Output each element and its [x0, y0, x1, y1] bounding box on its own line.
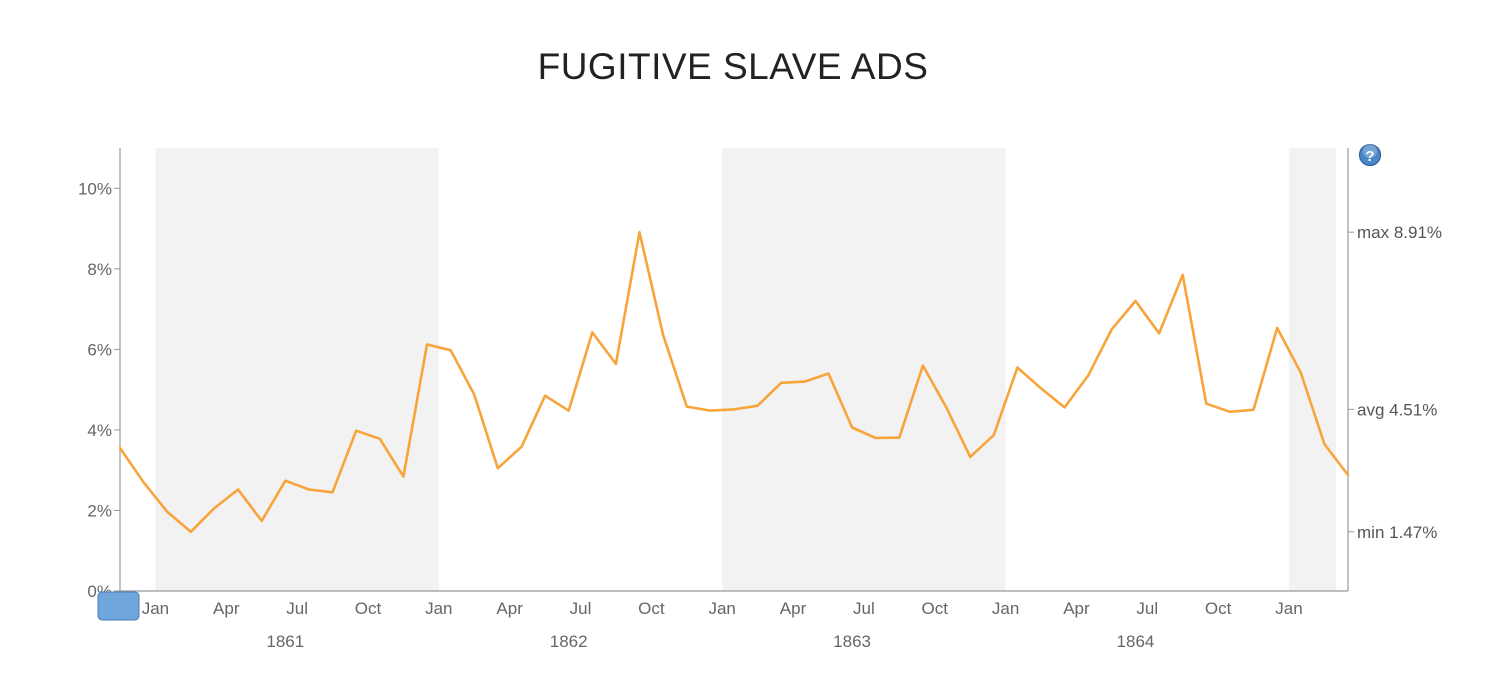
- x-tick-label: Apr: [213, 599, 240, 618]
- stat-label-max: max 8.91%: [1357, 223, 1442, 242]
- x-tick-label: Oct: [1205, 599, 1232, 618]
- x-year-label: 1864: [1117, 632, 1155, 651]
- x-tick-label: Apr: [1063, 599, 1090, 618]
- stat-label-avg: avg 4.51%: [1357, 400, 1437, 419]
- help-icon-shine[interactable]: [1363, 144, 1377, 158]
- x-tick-label: Oct: [922, 599, 949, 618]
- stat-label-min: min 1.47%: [1357, 523, 1437, 542]
- help-icon-circle[interactable]: [1358, 143, 1382, 167]
- y-tick-label: 4%: [87, 421, 112, 440]
- y-tick-label: 8%: [87, 260, 112, 279]
- range-slider-handle[interactable]: [97, 591, 140, 621]
- series: [118, 230, 1350, 534]
- year-shading: [155, 148, 1337, 591]
- x-year-label: 1863: [833, 632, 871, 651]
- help-icon-glyph[interactable]: ?: [1365, 148, 1374, 165]
- y-tick-label: 2%: [87, 501, 112, 520]
- x-tick-label: Jul: [570, 599, 592, 618]
- y-tick-label: 6%: [87, 340, 112, 359]
- question-icon[interactable]: ?: [1358, 143, 1382, 167]
- x-tick-label: Jul: [286, 599, 308, 618]
- stat-markers: max 8.91% avg 4.51% min 1.47%: [1348, 223, 1442, 542]
- x-tick-label: Jan: [425, 599, 452, 618]
- x-tick-label: Apr: [496, 599, 523, 618]
- y-tick-label: 10%: [78, 179, 112, 198]
- x-tick-label: Jan: [708, 599, 735, 618]
- x-tick-label: Oct: [638, 599, 665, 618]
- x-tick-label: Apr: [780, 599, 807, 618]
- x-tick-label: Jan: [992, 599, 1019, 618]
- y-axis-ticks: 0%2%4%6%8%10%: [78, 179, 120, 601]
- year-shade-band: [722, 148, 1006, 591]
- year-shade-band: [1288, 148, 1337, 591]
- x-tick-label: Jul: [1136, 599, 1158, 618]
- chart-title: FUGITIVE SLAVE ADS: [537, 46, 929, 87]
- x-year-label: 1861: [266, 632, 304, 651]
- series-line: [118, 230, 1350, 534]
- x-tick-label: Jan: [142, 599, 169, 618]
- x-tick-label: Oct: [355, 599, 382, 618]
- x-tick-label: Jan: [1275, 599, 1302, 618]
- axes: [119, 148, 1349, 592]
- x-year-label: 1862: [550, 632, 588, 651]
- x-axis-ticks: Jan Apr Jul Oct Jan Apr Jul Oct Jan Apr Jul Oct Jan A…: [142, 599, 1303, 651]
- x-tick-label: Jul: [853, 599, 875, 618]
- year-shade-band: [155, 148, 439, 591]
